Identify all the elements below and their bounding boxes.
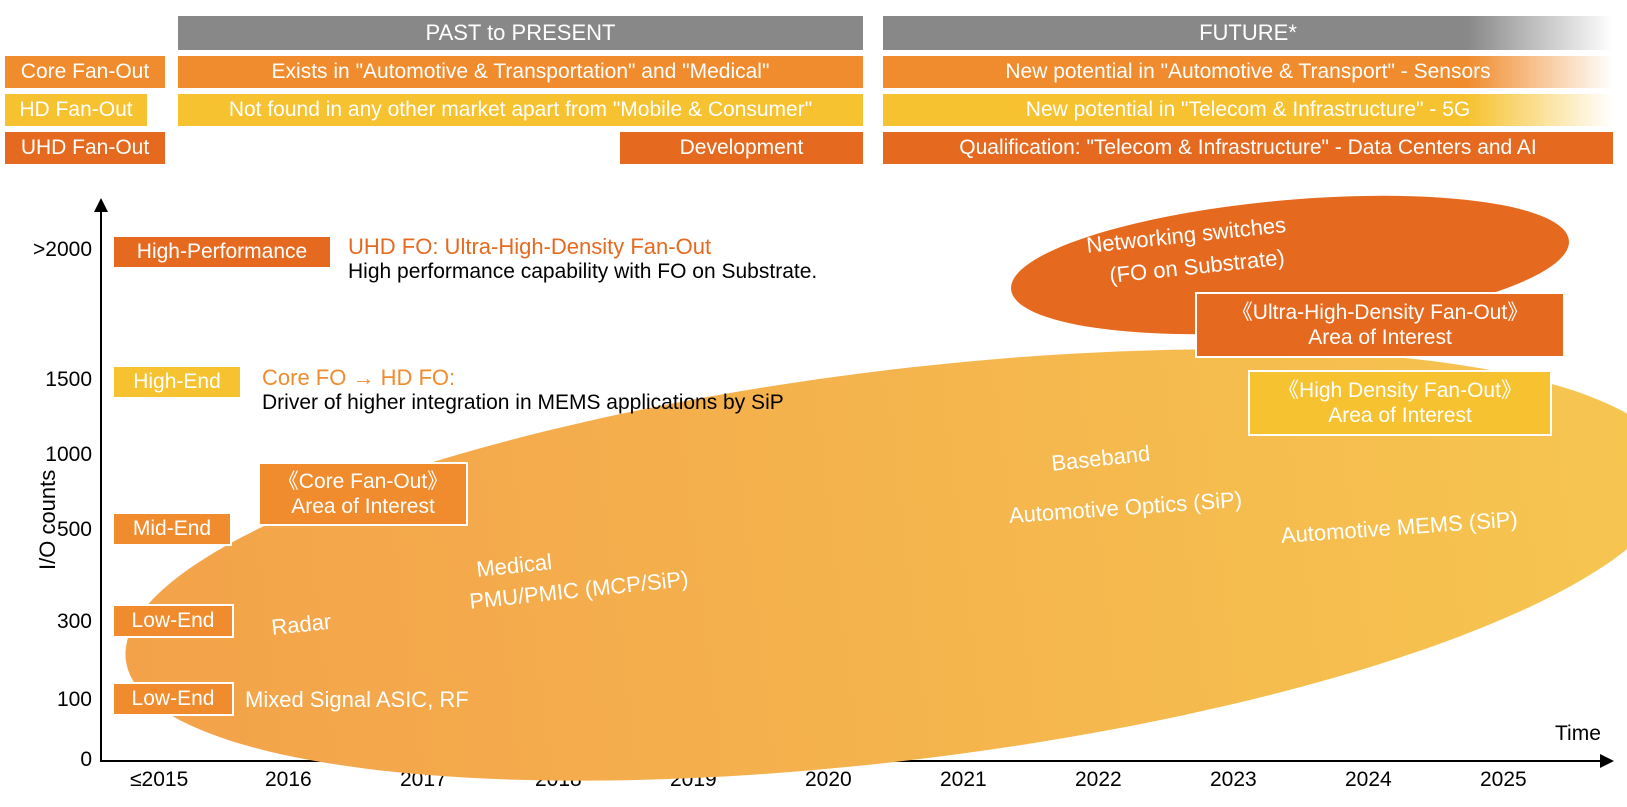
aoi-box-1: 《Ultra-High-Density Fan-Out》Area of Inte… [1195,292,1565,358]
segment-2: Mid-End [112,512,232,546]
x-axis-arrow [1600,754,1614,768]
legend-sub-1: Driver of higher integration in MEMS app… [262,391,784,415]
overlay-0: Mixed Signal ASIC, RF [245,686,469,714]
legend-sub-0: High performance capability with FO on S… [348,260,817,284]
row-label-2: UHD Fan-Out [5,132,165,164]
aoi-line1-0: 《Core Fan-Out》 [278,469,448,494]
x-tick-9: 2024 [1345,768,1392,792]
row-past-2: Development [620,132,863,164]
y-tick-0: 0 [12,748,92,772]
row-label-1: HD Fan-Out [5,94,147,126]
x-tick-5: 2020 [805,768,852,792]
segment-3: Low-End [112,604,234,638]
row-future-2: Qualification: "Telecom & Infrastructure… [883,132,1613,164]
aoi-line1-2: 《High Density Fan-Out》 [1278,378,1522,403]
aoi-line1-1: 《Ultra-High-Density Fan-Out》 [1232,300,1528,325]
row-label-0: Core Fan-Out [5,56,165,88]
aoi-line2-2: Area of Interest [1328,403,1472,428]
header-past: PAST to PRESENT [178,16,863,50]
legend-title-0: UHD FO: Ultra-High-Density Fan-Out [348,234,711,260]
x-tick-8: 2023 [1210,768,1257,792]
y-tick-2: 300 [12,610,92,634]
aoi-box-2: 《High Density Fan-Out》Area of Interest [1248,370,1552,436]
x-tick-6: 2021 [940,768,987,792]
y-tick-3: 500 [12,518,92,542]
aoi-line2-1: Area of Interest [1308,325,1452,350]
legend-title-1: Core FO → HD FO: [262,365,455,391]
header-future: FUTURE* [883,16,1613,50]
y-axis [100,210,102,760]
row-future-0: New potential in "Automotive & Transport… [883,56,1613,88]
x-tick-0: ≤2015 [130,768,188,792]
aoi-line2-0: Area of Interest [291,494,435,519]
segment-4: Low-End [112,682,234,716]
y-tick-4: 1000 [12,443,92,467]
x-tick-1: 2016 [265,768,312,792]
segment-0: High-Performance [112,235,332,269]
row-past-1: Not found in any other market apart from… [178,94,863,126]
y-tick-1: 100 [12,688,92,712]
x-tick-10: 2025 [1480,768,1527,792]
segment-1: High-End [112,365,242,399]
x-tick-7: 2022 [1075,768,1122,792]
x-axis-label: Time [1555,722,1601,746]
y-tick-5: 1500 [12,368,92,392]
y-axis-arrow [94,198,108,212]
row-future-1: New potential in "Telecom & Infrastructu… [883,94,1613,126]
row-past-0: Exists in "Automotive & Transportation" … [178,56,863,88]
aoi-box-0: 《Core Fan-Out》Area of Interest [258,462,468,526]
y-tick-6: >2000 [12,238,92,262]
